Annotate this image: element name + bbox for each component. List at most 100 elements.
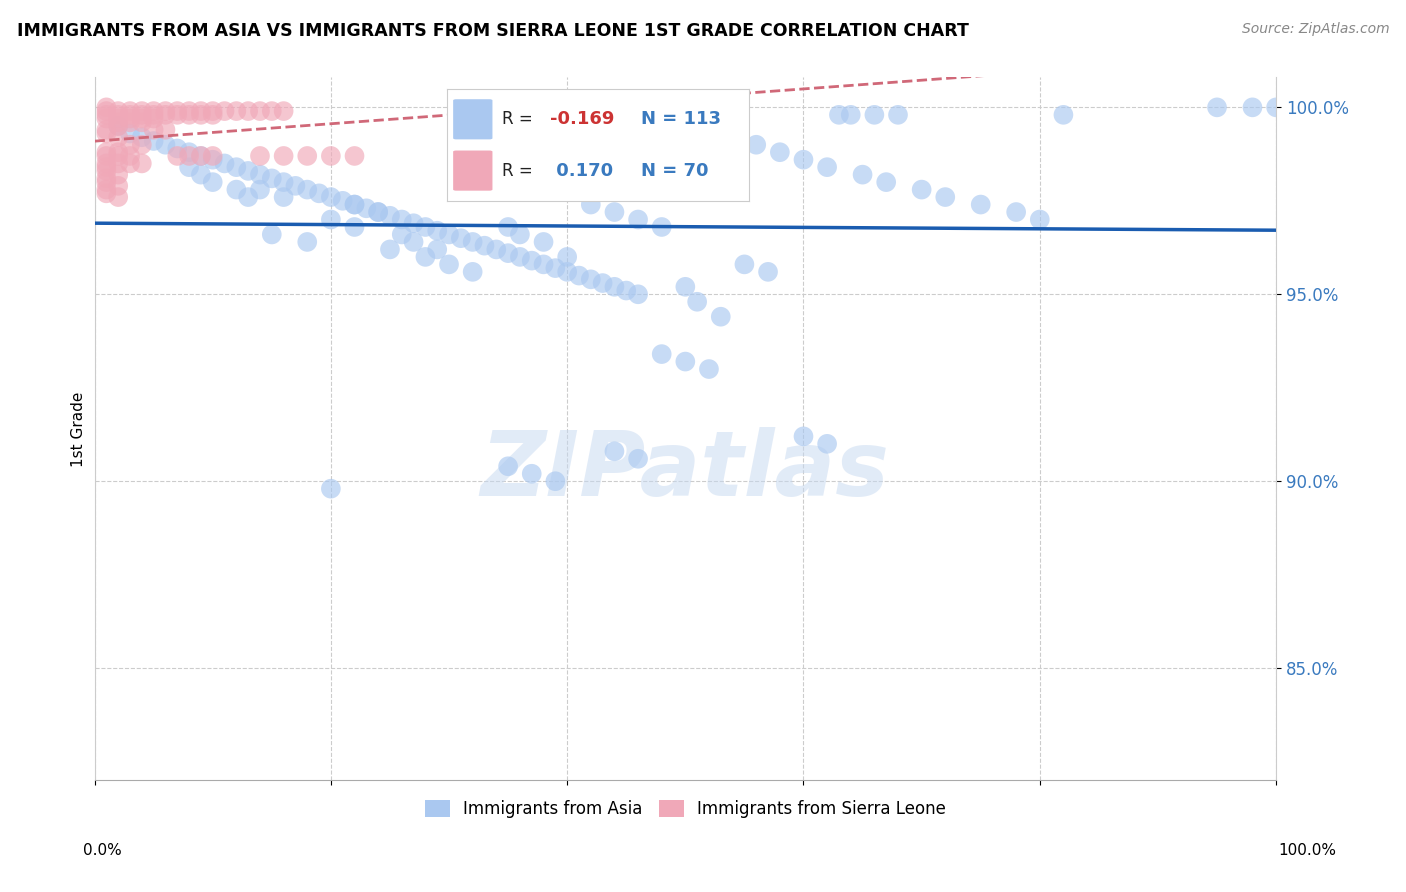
- Text: N = 113: N = 113: [641, 111, 720, 128]
- Point: [792, 153, 814, 167]
- Point: [697, 122, 720, 136]
- Point: [96, 160, 118, 174]
- Point: [142, 112, 165, 126]
- Point: [177, 104, 200, 119]
- Point: [934, 190, 956, 204]
- Point: [96, 104, 118, 119]
- Point: [792, 429, 814, 443]
- Y-axis label: 1st Grade: 1st Grade: [72, 392, 86, 467]
- Text: 100.0%: 100.0%: [1278, 843, 1337, 857]
- Point: [96, 108, 118, 122]
- Point: [214, 104, 236, 119]
- Point: [496, 459, 519, 474]
- Point: [177, 160, 200, 174]
- Point: [308, 186, 330, 201]
- Point: [555, 265, 578, 279]
- Text: IMMIGRANTS FROM ASIA VS IMMIGRANTS FROM SIERRA LEONE 1ST GRADE CORRELATION CHART: IMMIGRANTS FROM ASIA VS IMMIGRANTS FROM …: [17, 22, 969, 40]
- Point: [603, 280, 626, 294]
- Point: [391, 212, 413, 227]
- Point: [96, 127, 118, 141]
- Point: [107, 178, 129, 193]
- Point: [190, 168, 212, 182]
- Point: [474, 238, 496, 252]
- Point: [238, 190, 260, 204]
- Point: [107, 168, 129, 182]
- Point: [426, 224, 449, 238]
- Point: [96, 171, 118, 186]
- Point: [166, 108, 188, 122]
- Point: [697, 362, 720, 376]
- Point: [190, 108, 212, 122]
- Point: [533, 257, 555, 271]
- Point: [614, 284, 637, 298]
- Point: [686, 294, 709, 309]
- Point: [721, 130, 744, 145]
- Point: [402, 235, 425, 249]
- Point: [415, 250, 437, 264]
- Point: [107, 108, 129, 122]
- Point: [911, 183, 934, 197]
- Text: Source: ZipAtlas.com: Source: ZipAtlas.com: [1241, 22, 1389, 37]
- Point: [332, 194, 354, 208]
- Point: [118, 115, 141, 129]
- Point: [875, 175, 897, 189]
- Point: [319, 482, 342, 496]
- Point: [828, 108, 851, 122]
- Point: [1029, 212, 1052, 227]
- Point: [710, 310, 733, 324]
- Point: [107, 104, 129, 119]
- Point: [367, 205, 389, 219]
- Point: [155, 137, 177, 152]
- Point: [131, 137, 153, 152]
- Point: [638, 108, 661, 122]
- Point: [402, 216, 425, 230]
- Point: [520, 467, 543, 481]
- Point: [142, 134, 165, 148]
- Point: [437, 257, 460, 271]
- Point: [627, 451, 650, 466]
- Point: [319, 212, 342, 227]
- Point: [284, 178, 307, 193]
- Point: [673, 354, 696, 368]
- Point: [544, 474, 567, 488]
- Point: [603, 205, 626, 219]
- Point: [107, 119, 129, 133]
- Point: [673, 115, 696, 129]
- Point: [579, 272, 602, 286]
- Point: [166, 141, 188, 155]
- Point: [190, 149, 212, 163]
- Point: [131, 112, 153, 126]
- Point: [970, 197, 993, 211]
- Point: [249, 183, 271, 197]
- Point: [651, 347, 673, 361]
- Text: N = 70: N = 70: [641, 161, 709, 179]
- Point: [190, 104, 212, 119]
- Text: 0.0%: 0.0%: [83, 843, 122, 857]
- Point: [96, 175, 118, 189]
- Point: [190, 149, 212, 163]
- Point: [201, 175, 224, 189]
- Point: [568, 268, 591, 283]
- Point: [756, 265, 779, 279]
- Point: [96, 183, 118, 197]
- Point: [118, 156, 141, 170]
- Point: [155, 108, 177, 122]
- Point: [533, 235, 555, 249]
- Point: [166, 104, 188, 119]
- Point: [509, 250, 531, 264]
- Point: [851, 168, 873, 182]
- Point: [1052, 108, 1074, 122]
- Point: [378, 209, 401, 223]
- Point: [225, 160, 247, 174]
- Point: [378, 243, 401, 257]
- Point: [177, 145, 200, 160]
- Point: [238, 104, 260, 119]
- Point: [107, 115, 129, 129]
- Point: [1241, 100, 1264, 114]
- Point: [461, 265, 484, 279]
- Point: [96, 149, 118, 163]
- Point: [225, 183, 247, 197]
- Point: [673, 280, 696, 294]
- Point: [863, 108, 886, 122]
- Point: [745, 137, 768, 152]
